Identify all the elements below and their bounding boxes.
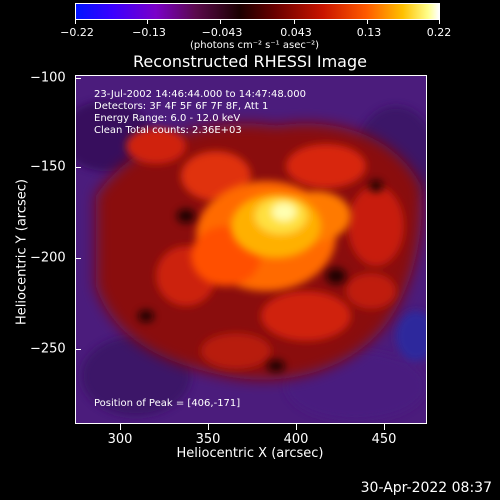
image-heatmap: [76, 76, 426, 423]
clean-counts-text: Clean Total counts: 2.36E+03: [94, 125, 242, 136]
colorbar-tick: [75, 20, 76, 24]
render-timestamp: 30-Apr-2022 08:37: [360, 480, 492, 496]
peak-position-text: Position of Peak = [406,-171]: [94, 398, 241, 409]
x-tick-label: 400: [283, 432, 309, 447]
colorbar-tick-label: 0.13: [356, 26, 382, 39]
colorbar-tick-label: −0.22: [60, 26, 94, 39]
x-axis-title: Heliocentric X (arcsec): [176, 446, 324, 461]
energy-range-text: Energy Range: 6.0 - 12.0 keV: [94, 113, 241, 124]
colorbar-tick: [220, 20, 221, 24]
y-tick-label: −250: [30, 341, 66, 357]
colorbar-tick-label: −0.043: [201, 26, 243, 39]
y-axis-title: Heliocentric Y (arcsec): [14, 179, 30, 325]
colorbar: [75, 3, 440, 20]
colorbar-tick-label: 0.22: [426, 26, 452, 39]
x-tick-label: 300: [107, 432, 133, 447]
y-tick-label: −150: [30, 159, 66, 175]
x-tick: [384, 424, 385, 430]
image-title: Reconstructed RHESSI Image: [133, 52, 367, 71]
y-tick: [75, 349, 81, 350]
x-tick: [296, 424, 297, 430]
colorbar-tick-label: −0.13: [132, 26, 166, 39]
y-tick: [75, 258, 81, 259]
y-tick-label: −200: [30, 250, 66, 266]
y-tick: [75, 78, 81, 79]
colorbar-units: (photons cm⁻² s⁻¹ asec⁻²): [190, 40, 320, 51]
colorbar-tick-label: 0.043: [280, 26, 312, 39]
detectors-text: Detectors: 3F 4F 5F 6F 7F 8F, Att 1: [94, 101, 269, 112]
x-tick: [120, 424, 121, 430]
colorbar-tick: [147, 20, 148, 24]
colorbar-tick: [439, 20, 440, 24]
rhessi-image: [75, 75, 427, 424]
x-tick-label: 350: [195, 432, 221, 447]
colorbar-tick: [294, 20, 295, 24]
x-tick: [208, 424, 209, 430]
colorbar-tick: [367, 20, 368, 24]
y-tick: [75, 167, 81, 168]
time-range-text: 23-Jul-2002 14:46:44.000 to 14:47:48.000: [94, 89, 306, 100]
x-tick-label: 450: [371, 432, 397, 447]
y-tick-label: −100: [30, 70, 66, 86]
